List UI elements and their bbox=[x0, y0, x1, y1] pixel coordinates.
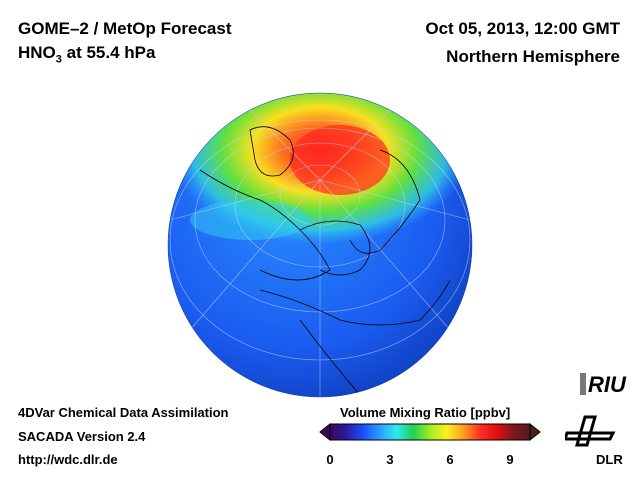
footer-line1: 4DVar Chemical Data Assimilation bbox=[18, 405, 229, 420]
footer-url[interactable]: http://wdc.dlr.de bbox=[18, 452, 118, 467]
colorbar-bar bbox=[329, 423, 531, 441]
pressure-level: at 55.4 hPa bbox=[61, 43, 156, 62]
colorbar-tick-label: 9 bbox=[506, 452, 514, 467]
colorbar-tick-label: 3 bbox=[386, 452, 394, 467]
riu-logo-tower bbox=[580, 373, 586, 395]
riu-logo-text: RIU bbox=[588, 372, 626, 397]
datetime: Oct 05, 2013, 12:00 GMT bbox=[425, 19, 620, 38]
colorbar-title: Volume Mixing Ratio [ppbv] bbox=[340, 405, 511, 420]
dlr-logo-text: DLR bbox=[596, 452, 623, 467]
colorbar-max-arrow bbox=[529, 422, 541, 442]
colorbar-tick-label: 0 bbox=[326, 452, 334, 467]
species: HNO bbox=[18, 43, 56, 62]
species-level: HNO3 at 55.4 hPa bbox=[18, 43, 155, 65]
colorbar-min-arrow bbox=[319, 422, 331, 442]
cyan-band bbox=[190, 200, 310, 240]
colorbar-tick-label: 6 bbox=[446, 452, 454, 467]
colorbar bbox=[319, 422, 541, 442]
footer-line2: SACADA Version 2.4 bbox=[18, 429, 146, 444]
riu-logo: RIU bbox=[580, 372, 626, 398]
dlr-logo-icon bbox=[565, 415, 616, 447]
graticule bbox=[169, 99, 471, 397]
coastlines bbox=[199, 126, 451, 396]
title: GOME–2 / MetOp Forecast bbox=[18, 19, 232, 38]
region: Northern Hemisphere bbox=[446, 47, 620, 66]
species-subscript: 3 bbox=[55, 53, 62, 66]
